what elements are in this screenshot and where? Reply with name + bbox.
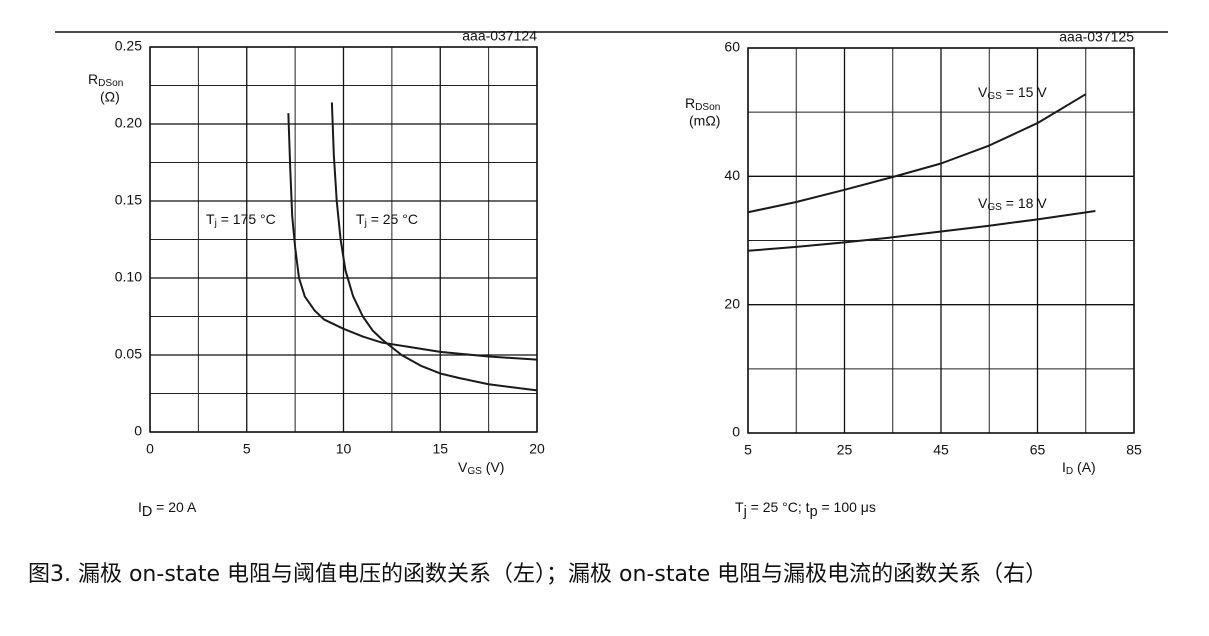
x-axis-label-text: (V) bbox=[482, 459, 505, 475]
x-tick-label: 5 bbox=[744, 442, 752, 458]
series-label-text: = 15 V bbox=[1002, 84, 1047, 100]
x-axis-label-sub: GS bbox=[467, 466, 482, 477]
chart-note-text: I bbox=[138, 499, 142, 515]
y-tick-label: 60 bbox=[724, 39, 740, 55]
chart-note-text: T bbox=[735, 499, 744, 515]
series-label-text: T bbox=[356, 211, 365, 227]
x-tick-label: 15 bbox=[432, 441, 448, 457]
y-tick-label: 0.20 bbox=[115, 115, 142, 131]
caption: 图3. 漏极 on-state 电阻与阈值电压的函数关系（左）；漏极 on-st… bbox=[28, 562, 1048, 587]
chart-note-text: = 25 °C; t bbox=[747, 499, 810, 515]
y-tick-label: 20 bbox=[724, 295, 740, 311]
y-tick-label: 0 bbox=[134, 423, 142, 439]
chart-note: ID = 20 A bbox=[138, 499, 197, 520]
series-label-text: = 18 V bbox=[1002, 195, 1047, 211]
plot-frame bbox=[747, 47, 1135, 434]
y-axis-label-sub: DSon bbox=[695, 102, 720, 113]
plot-frame bbox=[149, 46, 538, 433]
y-tick-label: 0 bbox=[732, 424, 740, 440]
series-line bbox=[330, 102, 538, 392]
series-label: Tj = 25 °C bbox=[356, 211, 418, 229]
chart-note-sub: D bbox=[142, 504, 152, 520]
x-tick-label: 0 bbox=[146, 441, 154, 457]
series-label: VGS = 18 V bbox=[978, 195, 1047, 213]
y-axis-label-text: R bbox=[685, 95, 695, 111]
series-label-sub: j bbox=[214, 218, 217, 229]
chart-note-text: = 100 μs bbox=[818, 499, 876, 515]
series-label-sub: GS bbox=[987, 202, 1002, 213]
series-label: Tj = 175 °C bbox=[206, 211, 276, 229]
x-axis-label-text: V bbox=[458, 459, 468, 475]
x-tick-label: 85 bbox=[1126, 442, 1142, 458]
x-axis-label: ID (A) bbox=[1062, 459, 1096, 477]
series-label-text: = 25 °C bbox=[367, 211, 418, 227]
y-axis-label-text: R bbox=[88, 71, 98, 87]
x-tick-label: 20 bbox=[529, 441, 545, 457]
chart-note-sub: p bbox=[810, 504, 818, 520]
x-axis-label-text: (A) bbox=[1073, 459, 1096, 475]
series-label-text: V bbox=[978, 84, 988, 100]
watermark: aaa-037124 bbox=[462, 28, 537, 44]
y-tick-label: 40 bbox=[724, 167, 740, 183]
x-tick-label: 25 bbox=[837, 442, 853, 458]
series-label-sub: GS bbox=[987, 91, 1002, 102]
x-tick-label: 45 bbox=[933, 442, 949, 458]
series-line bbox=[747, 93, 1087, 214]
y-axis-label: RDSon bbox=[88, 71, 123, 89]
y-axis-label: RDSon bbox=[685, 95, 720, 113]
y-tick-label: 0.25 bbox=[115, 38, 142, 54]
series-label: VGS = 15 V bbox=[978, 84, 1047, 102]
y-tick-label: 0.10 bbox=[115, 269, 142, 285]
x-tick-label: 10 bbox=[336, 441, 352, 457]
chart-note: Tj = 25 °C; tp = 100 μs bbox=[735, 499, 876, 520]
x-tick-label: 5 bbox=[243, 441, 251, 457]
x-axis-label-text: I bbox=[1062, 459, 1066, 475]
watermark: aaa-037125 bbox=[1059, 29, 1134, 45]
x-axis-label-sub: D bbox=[1066, 466, 1073, 477]
chart-note-sub: j bbox=[743, 504, 747, 520]
series-label-sub: j bbox=[364, 218, 367, 229]
y-tick-label: 0.05 bbox=[115, 346, 142, 362]
series-line bbox=[747, 209, 1096, 252]
series-label-text: = 175 °C bbox=[217, 211, 276, 227]
x-axis-label: VGS (V) bbox=[458, 459, 504, 477]
y-axis-unit: (Ω) bbox=[100, 89, 120, 105]
charts: 0 5 10 15 2000.050.100.150.200.25aaa-037124V… bbox=[55, 28, 1168, 520]
chart-note-text: = 20 A bbox=[152, 499, 197, 515]
series-label-text: V bbox=[978, 195, 988, 211]
series-label-text: T bbox=[206, 211, 215, 227]
y-tick-label: 0.15 bbox=[115, 192, 142, 208]
y-axis-label-sub: DSon bbox=[98, 78, 123, 89]
x-tick-label: 65 bbox=[1030, 442, 1046, 458]
y-axis-unit: (mΩ) bbox=[689, 113, 720, 129]
series-line bbox=[287, 113, 538, 361]
